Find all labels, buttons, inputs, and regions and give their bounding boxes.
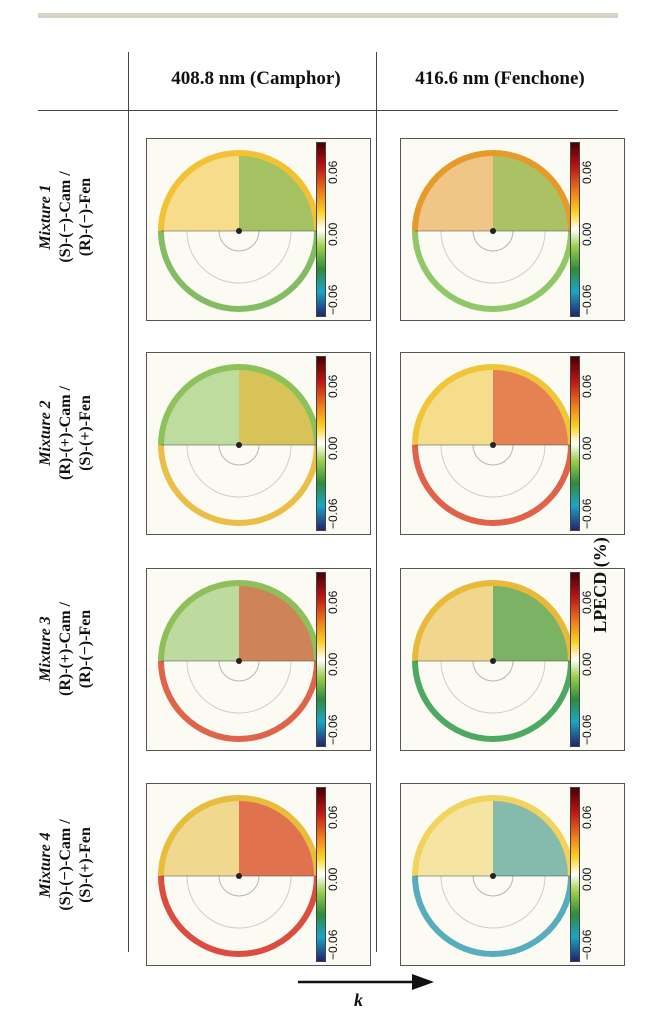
colorbar-tick: 0.06 [580,160,594,184]
velocity-map-image [158,150,317,312]
colorbar-tick: −0.06 [326,929,340,960]
colorbar: 0.06 0.00 −0.06 [312,572,362,747]
velocity-map-image [158,580,317,742]
colorbar-tick: 0.06 [580,805,594,829]
k-vector-label: k⃗ [354,990,378,1010]
lpecd-panel: 0.06 0.00 −0.06 [146,783,371,966]
colorbar-tick: 0.06 [326,374,340,398]
mixture-line1: (R)-(+)-Cam / [57,386,74,480]
divider-vertical-mid [376,52,377,952]
colorbar-axis-label: LPECD (%) [590,537,610,633]
velocity-map-image [158,364,317,526]
mixture-line1: (R)-(+)-Cam / [57,602,74,696]
velocity-map-image [158,795,317,957]
colorbar-tick: −0.06 [580,284,594,315]
colorbar: 0.06 0.00 −0.06 [566,572,616,747]
velocity-map-image [412,795,571,957]
row-label-2: Mixture 2 (R)-(+)-Cam / (S)-(+)-Fen [31,333,101,533]
lpecd-panel: 0.06 0.00 −0.06 [146,352,371,535]
row-label-4: Mixture 4 (S)-(−)-Cam / (S)-(+)-Fen [31,765,101,965]
colorbar-gradient [316,356,326,531]
lpecd-panel: 0.06 0.00 −0.06 [400,568,625,751]
colorbar-tick: 0.00 [326,436,340,460]
divider-vertical-left [128,52,129,952]
colorbar-tick: 0.00 [580,867,594,891]
colorbar-tick: 0.00 [326,652,340,676]
velocity-map-image [412,364,571,526]
mixture-name: Mixture 2 [37,400,54,466]
colorbar-gradient [570,142,580,317]
colorbar-tick: 0.06 [580,374,594,398]
mixture-name: Mixture 3 [37,616,54,682]
colorbar-tick: −0.06 [326,498,340,529]
velocity-map-image [412,580,571,742]
colorbar: 0.06 0.00 −0.06 [312,142,362,317]
colorbar-tick: 0.06 [326,805,340,829]
lpecd-panel: 0.06 0.00 −0.06 [146,138,371,321]
colorbar: 0.06 0.00 −0.06 [312,356,362,531]
top-rule [38,13,618,18]
row-label-3: Mixture 3 (R)-(+)-Cam / (R)-(−)-Fen [31,549,101,749]
colorbar: 0.06 0.00 −0.06 [566,356,616,531]
lpecd-panel: 0.06 0.00 −0.06 [146,568,371,751]
mixture-line1: (S)-(−)-Cam / [57,819,74,911]
colorbar-tick: 0.06 [326,590,340,614]
colorbar-tick: 0.00 [580,222,594,246]
colorbar-gradient [570,356,580,531]
mixture-line2: (R)-(−)-Fen [77,177,94,257]
column-header-camphor: 408.8 nm (Camphor) [171,68,341,89]
colorbar-tick: −0.06 [580,714,594,745]
row-label-1: Mixture 1 (S)-(−)-Cam / (R)-(−)-Fen [31,117,101,317]
colorbar-gradient [316,142,326,317]
propagation-arrow-icon [298,974,434,990]
colorbar-tick: 0.00 [326,222,340,246]
colorbar-tick: 0.00 [580,652,594,676]
velocity-map-image [412,150,571,312]
mixture-name: Mixture 1 [37,184,54,250]
colorbar-tick: −0.06 [326,284,340,315]
lpecd-panel: 0.06 0.00 −0.06 [400,783,625,966]
colorbar: 0.06 0.00 −0.06 [566,142,616,317]
colorbar-tick: −0.06 [326,714,340,745]
colorbar: 0.06 0.00 −0.06 [312,787,362,962]
lpecd-panel: 0.06 0.00 −0.06 [400,352,625,535]
mixture-line2: (R)-(−)-Fen [77,609,94,689]
mixture-line2: (S)-(+)-Fen [77,827,94,903]
mixture-line2: (S)-(+)-Fen [77,395,94,471]
colorbar-tick: 0.06 [326,160,340,184]
lpecd-panel: 0.06 0.00 −0.06 [400,138,625,321]
column-header-fenchone: 416.6 nm (Fenchone) [415,68,585,89]
divider-horizontal-header [38,110,618,111]
colorbar-tick: 0.00 [580,436,594,460]
colorbar-gradient [316,572,326,747]
mixture-name: Mixture 4 [37,832,54,898]
colorbar-gradient [316,787,326,962]
mixture-line1: (S)-(−)-Cam / [57,171,74,263]
colorbar-tick: −0.06 [580,929,594,960]
colorbar-gradient [570,787,580,962]
colorbar: 0.06 0.00 −0.06 [566,787,616,962]
colorbar-tick: 0.00 [326,867,340,891]
colorbar-gradient [570,572,580,747]
